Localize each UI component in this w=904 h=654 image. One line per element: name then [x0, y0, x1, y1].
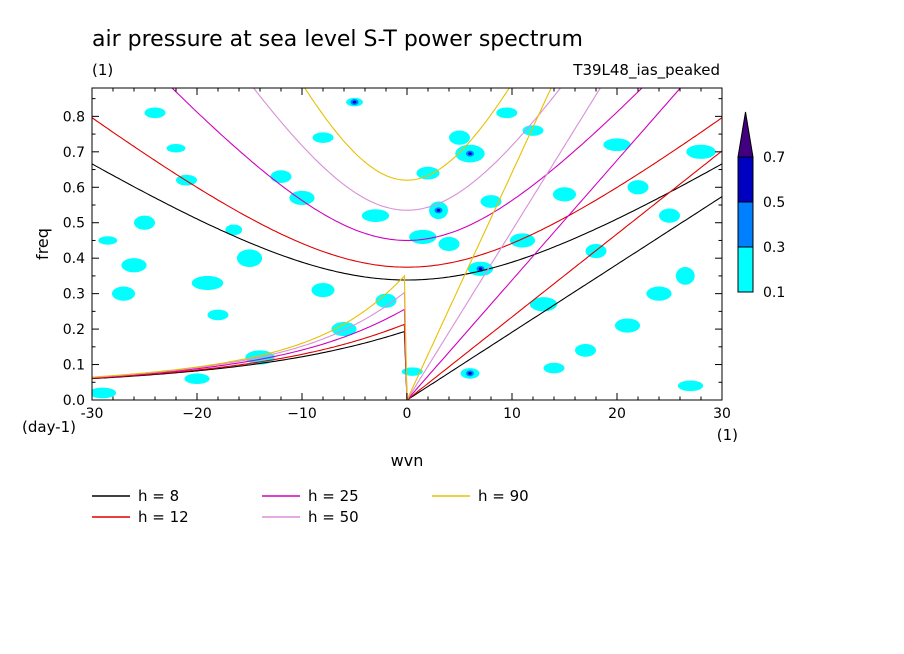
legend-label: h = 25	[308, 487, 359, 505]
curve-kelvin-h25	[92, 88, 682, 400]
spectrum-core-peak	[478, 267, 483, 271]
legend-label: h = 8	[138, 487, 179, 505]
y-tick-label: 0.1	[63, 358, 85, 374]
curve-kelvin-h90	[92, 88, 552, 400]
spectrum-patch	[449, 130, 470, 145]
y-tick-label: 0.4	[63, 251, 85, 267]
spectrum-patch	[361, 209, 390, 223]
spectrum-patch	[375, 293, 397, 308]
x-tick-label: 20	[608, 406, 626, 422]
colorbar-segment	[737, 201, 754, 248]
spectrum-patch	[225, 224, 243, 236]
x-tick-label: 0	[403, 406, 412, 422]
curve-ig-h50	[252, 88, 562, 211]
colorbar: 0.1 0.3 0.5 0.7	[737, 111, 785, 301]
spectrum-patch	[289, 190, 315, 205]
spectrum-patch	[480, 195, 502, 208]
spectrum-patch	[191, 275, 224, 291]
spectrum-patch	[686, 144, 716, 159]
x-tick-label: 30	[713, 406, 731, 422]
y-tick-label: 0.8	[63, 109, 85, 125]
x-tick-label: -30	[81, 406, 104, 422]
curve-kelvin-h12	[92, 150, 722, 400]
legend-label: h = 12	[138, 508, 189, 526]
spectrum-patch	[134, 215, 155, 230]
spectrum-patch	[496, 107, 518, 119]
spectrum-patch	[184, 373, 210, 385]
spectrum-patch	[236, 249, 263, 268]
x-tick-label: 10	[503, 406, 521, 422]
curve-kelvin-h8	[92, 196, 722, 400]
spectrum-patch	[144, 107, 166, 119]
spectrum-patch	[552, 187, 577, 202]
colorbar-label: 0.3	[763, 240, 785, 256]
spectrum-patch	[121, 258, 147, 273]
spectrum-core-peak	[436, 208, 441, 212]
y-unit-label: (day-1)	[22, 418, 76, 436]
x-axis-label: wvn	[391, 451, 424, 470]
spectrum-patch	[509, 233, 536, 248]
plot-area	[92, 88, 722, 400]
spectrum-patch	[677, 380, 704, 392]
spectrum-patch	[270, 170, 292, 184]
y-tick-label: 0.2	[63, 322, 85, 338]
y-tick-label: 0.7	[63, 145, 85, 161]
spectrum-patch	[207, 309, 229, 321]
curve-ig-h90	[304, 88, 510, 181]
spectrum-patch	[416, 166, 440, 180]
colorbar-segment	[737, 156, 754, 203]
y-tick-label: 0.3	[63, 287, 85, 303]
y-tick-label: 0.5	[63, 216, 85, 232]
spectrum-core-peak	[468, 152, 472, 155]
spectrum-patch	[627, 180, 649, 195]
legend: h = 8 h = 12 h = 25 h = 50 h = 90	[92, 487, 529, 526]
colorbar-segment	[737, 246, 754, 293]
spectrum-patch	[646, 286, 672, 301]
dispersion-curves	[92, 88, 722, 400]
colorbar-arrow	[737, 111, 754, 158]
spectrum-patch	[438, 236, 460, 252]
x-tick-label: −20	[182, 406, 212, 422]
y-tick-label: 0.6	[63, 180, 85, 196]
x-unit-label: (1)	[717, 426, 738, 444]
curve-ig-h8	[92, 163, 722, 281]
spectrum-patch	[92, 387, 117, 399]
colorbar-label: 0.1	[763, 285, 785, 301]
spectrum-patch	[675, 267, 695, 285]
curve-ig-h12	[92, 117, 722, 268]
spectrum-patch	[98, 236, 118, 245]
spectrum-patch	[111, 286, 136, 301]
spectrum-patch	[409, 229, 437, 244]
spectrum-patch	[603, 138, 631, 152]
spectrum-core-peak	[352, 100, 357, 104]
spectrum-patch	[575, 343, 596, 357]
chart-title: air pressure at sea level S-T power spec…	[92, 27, 583, 52]
legend-label: h = 90	[478, 487, 529, 505]
y-axis-label: freq	[33, 228, 52, 260]
y-tick-label: 0.0	[63, 393, 85, 409]
y-axis: 0.0 0.1 0.2 0.3 0.4 0.5 0.6 0.7 0.8	[63, 98, 722, 409]
x-axis: -30 −20 −10 0 10 20 30	[81, 88, 731, 422]
chart-subtitle-left: (1)	[92, 61, 113, 79]
x-tick-label: −10	[287, 406, 317, 422]
spectrum-patch	[166, 144, 186, 153]
legend-label: h = 50	[308, 508, 359, 526]
spectrum-patch	[659, 208, 680, 223]
spectrum-patch	[311, 283, 335, 298]
chart-subtitle-right: T39L48_ias_peaked	[572, 61, 720, 80]
spectrum-patch	[543, 362, 565, 374]
curve-kelvin-h50	[92, 88, 601, 400]
spectrum-patch	[614, 318, 641, 333]
colorbar-label: 0.5	[763, 195, 785, 211]
colorbar-label: 0.7	[763, 150, 785, 166]
spectrum-core-peak	[468, 372, 472, 375]
spectrum-patch	[312, 132, 334, 143]
curve-ig-h25	[171, 88, 643, 241]
